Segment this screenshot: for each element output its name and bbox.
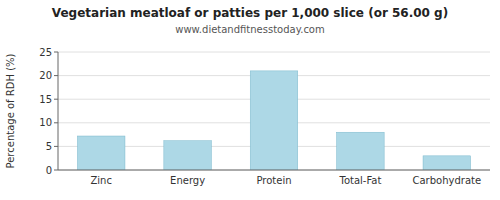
y-tick-label: 5	[46, 141, 52, 152]
y-tick-label: 25	[39, 47, 52, 58]
y-tick-label: 10	[39, 117, 52, 128]
x-tick-label: Protein	[256, 175, 291, 186]
y-axis-line	[58, 52, 59, 170]
y-tick	[54, 146, 58, 147]
y-tick	[54, 75, 58, 76]
y-tick-label: 20	[39, 70, 52, 81]
bar	[164, 141, 212, 170]
x-axis-line	[58, 170, 490, 171]
x-tick-label: Energy	[170, 175, 205, 186]
bar	[423, 156, 471, 170]
x-axis: Zinc Energy Protein Total-Fat Carbohydrate	[90, 175, 481, 186]
y-axis-label: Percentage of RDH (%)	[5, 53, 16, 168]
y-tick-label: 15	[39, 94, 52, 105]
chart-container: Vegetarian meatloaf or patties per 1,000…	[0, 0, 500, 200]
title: Vegetarian meatloaf or patties per 1,000…	[52, 6, 448, 20]
x-tick-label: Zinc	[90, 175, 111, 186]
grid-line	[58, 170, 490, 171]
y-tick	[54, 170, 58, 171]
bar	[250, 71, 298, 170]
x-tick-label: Total-Fat	[338, 175, 381, 186]
y-tick-label: 0	[46, 165, 52, 176]
y-axis: 0 5 10 15 20 25	[39, 47, 490, 176]
y-tick	[54, 52, 58, 53]
y-tick	[54, 122, 58, 123]
bar	[77, 136, 125, 170]
subtitle: www.dietandfitnesstoday.com	[175, 24, 324, 35]
x-tick-label: Carbohydrate	[412, 175, 481, 186]
bar	[337, 132, 385, 170]
y-tick	[54, 99, 58, 100]
grid-line	[58, 52, 490, 53]
bars	[77, 71, 470, 170]
chart-svg: Vegetarian meatloaf or patties per 1,000…	[0, 0, 500, 200]
